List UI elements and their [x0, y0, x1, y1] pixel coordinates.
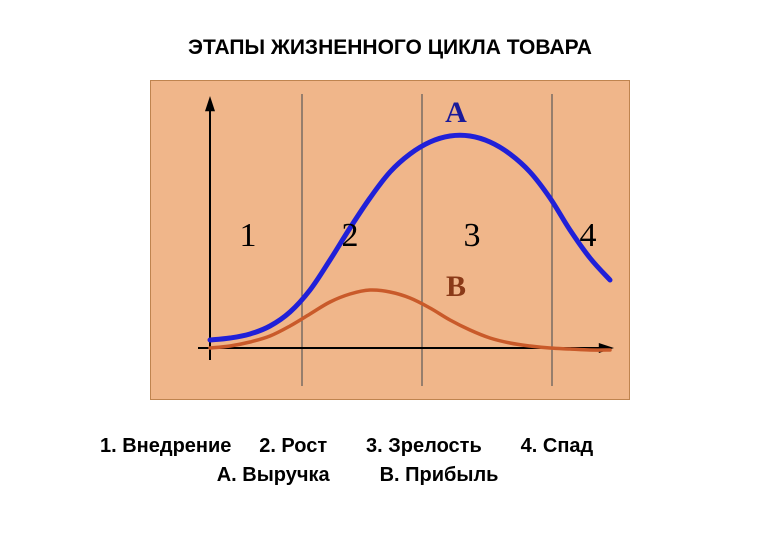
svg-text:1: 1 [240, 217, 257, 254]
legend-line-1: 1. Внедрение 2. Рост 3. Зрелость 4. Спад [100, 432, 680, 461]
lifecycle-chart: 1 2 3 4 A B [150, 80, 630, 400]
svg-text:A: A [445, 96, 467, 129]
legend: 1. Внедрение 2. Рост 3. Зрелость 4. Спад… [100, 432, 680, 490]
chart-svg: 1 2 3 4 A B [150, 80, 630, 400]
svg-text:2: 2 [342, 217, 359, 254]
svg-text:B: B [446, 270, 466, 303]
legend-line-2: А. Выручка В. Прибыль [100, 461, 680, 490]
svg-text:4: 4 [580, 217, 597, 254]
page-title: ЭТАПЫ ЖИЗНЕННОГО ЦИКЛА ТОВАРА [0, 36, 780, 60]
svg-text:3: 3 [464, 217, 481, 254]
